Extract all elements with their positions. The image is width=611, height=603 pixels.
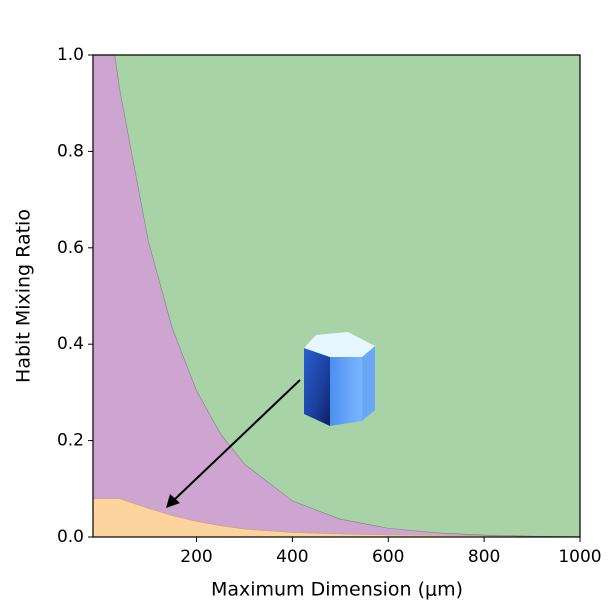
area-fill: [93, 55, 580, 537]
y-tick-label: 1.0: [57, 45, 84, 65]
y-tick-label: 0.0: [57, 527, 84, 547]
area-fill: [93, 498, 580, 537]
y-axis-label: Habit Mixing Ratio: [13, 209, 35, 383]
area-fill: [93, 55, 580, 537]
x-tick-label: 1000: [558, 547, 601, 567]
x-tick-label: 800: [468, 547, 500, 567]
x-axis-label: Maximum Dimension (μm): [211, 579, 463, 601]
x-tick-label: 400: [276, 547, 308, 567]
plot-frame: [92, 54, 581, 538]
y-tick-label: 0.4: [57, 334, 84, 354]
y-tick-label: 0.2: [57, 431, 84, 451]
arrow: [166, 379, 301, 508]
x-tick-label: 200: [180, 547, 212, 567]
x-tick-label: 600: [372, 547, 404, 567]
y-tick-label: 0.6: [57, 238, 84, 258]
crystal-icon: [304, 332, 375, 426]
y-tick-label: 0.8: [57, 141, 84, 161]
